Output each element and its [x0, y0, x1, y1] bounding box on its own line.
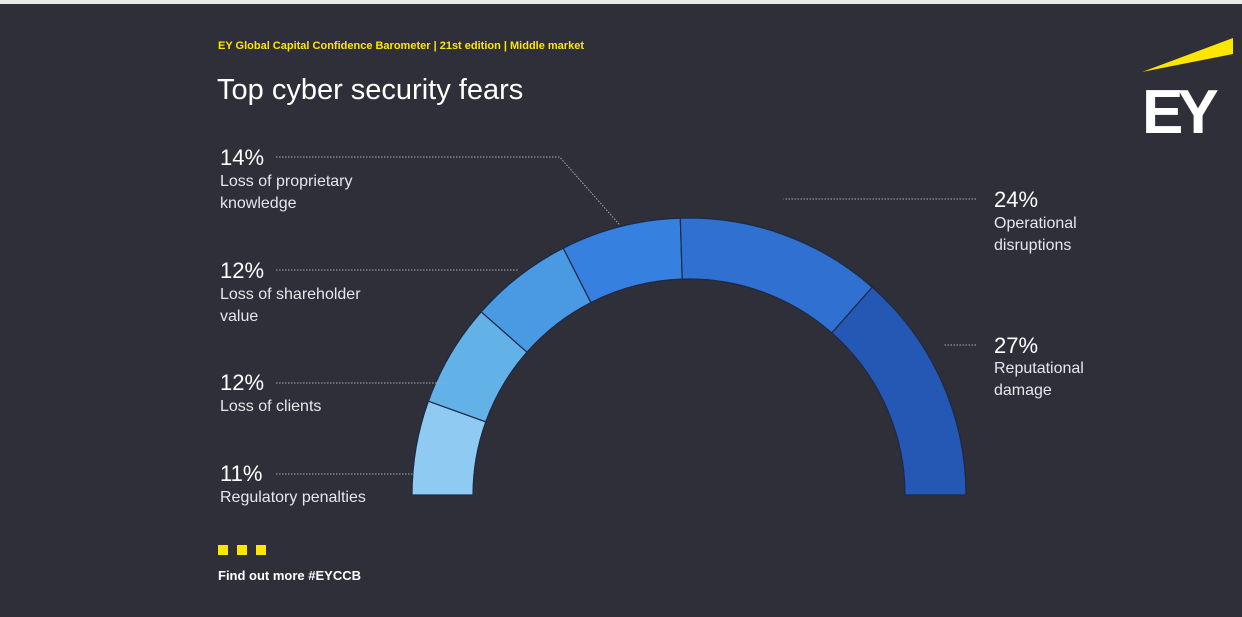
label-pct-proprietary-knowledge: 14% [220, 145, 265, 170]
label-pct-regulatory-penalties: 11% [220, 461, 263, 486]
label-pct-shareholder-value: 12% [220, 258, 265, 283]
slice-operational-disruptions [679, 217, 874, 334]
logo-beam [1142, 38, 1233, 72]
decorative-dots [218, 545, 266, 555]
label-text-loss-of-clients: Loss of clients [220, 398, 322, 415]
label-text-reputational-damage-2: damage [994, 382, 1052, 399]
label-pct-operational-disruptions: 24% [994, 187, 1039, 212]
label-text-shareholder-value-2: value [220, 308, 259, 325]
label-text-operational-disruptions-2: disruptions [994, 237, 1072, 254]
label-text-operational-disruptions-1: Operational [994, 215, 1077, 232]
label-text-regulatory-penalties: Regulatory penalties [220, 489, 366, 506]
top-border [0, 0, 1242, 4]
dot-2 [237, 545, 247, 555]
dot-1 [218, 545, 228, 555]
label-text-reputational-damage-1: Reputational [994, 360, 1084, 377]
logo-text: EY [1142, 78, 1218, 134]
label-text-proprietary-knowledge-2: knowledge [220, 195, 297, 212]
dot-3 [256, 545, 266, 555]
find-out-more-link[interactable]: Find out more #EYCCB [218, 568, 362, 583]
label-text-shareholder-value-1: Loss of shareholder [220, 286, 361, 303]
label-pct-reputational-damage: 27% [994, 333, 1039, 358]
slice-reputational-damage [830, 286, 967, 496]
source-caption: EY Global Capital Confidence Barometer |… [218, 40, 584, 52]
label-pct-loss-of-clients: 12% [220, 370, 265, 395]
ey-logo: EY [1142, 38, 1233, 134]
label-text-proprietary-knowledge-1: Loss of proprietary [220, 173, 353, 190]
page-title: Top cyber security fears [217, 74, 524, 106]
